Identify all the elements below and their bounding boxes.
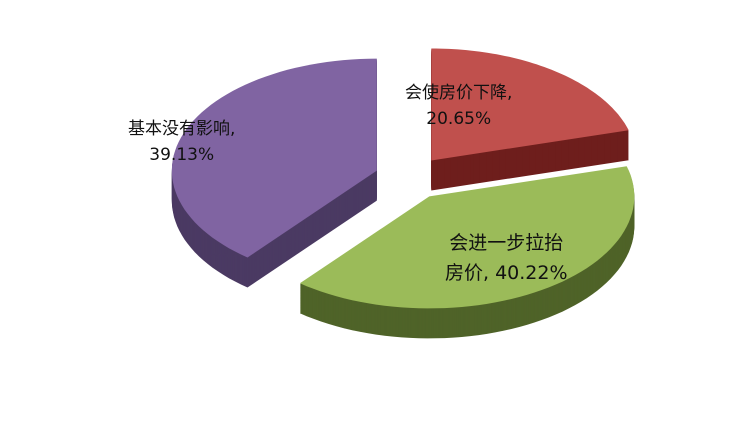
slice-0 — [431, 48, 629, 191]
slice-2 — [171, 58, 377, 288]
slice-top-0 — [431, 48, 629, 161]
label-increase-value: 房价, 40.22% — [445, 262, 568, 284]
label-no-effect-value: 39.13% — [149, 145, 215, 165]
slice-top-1 — [299, 166, 635, 309]
label-decrease-name: 会使房价下降, — [405, 83, 513, 103]
label-no-effect-name: 基本没有影响, — [128, 119, 236, 139]
slice-1 — [299, 166, 635, 339]
label-no-effect: 基本没有影响, 39.13% — [128, 116, 235, 168]
slice-top-2 — [171, 58, 377, 258]
label-decrease: 会使房价下降, 20.65% — [405, 80, 512, 132]
label-increase: 会进一步拉抬 房价, 40.22% — [445, 228, 568, 288]
label-increase-name: 会进一步拉抬 — [449, 232, 564, 254]
label-decrease-value: 20.65% — [426, 109, 492, 129]
